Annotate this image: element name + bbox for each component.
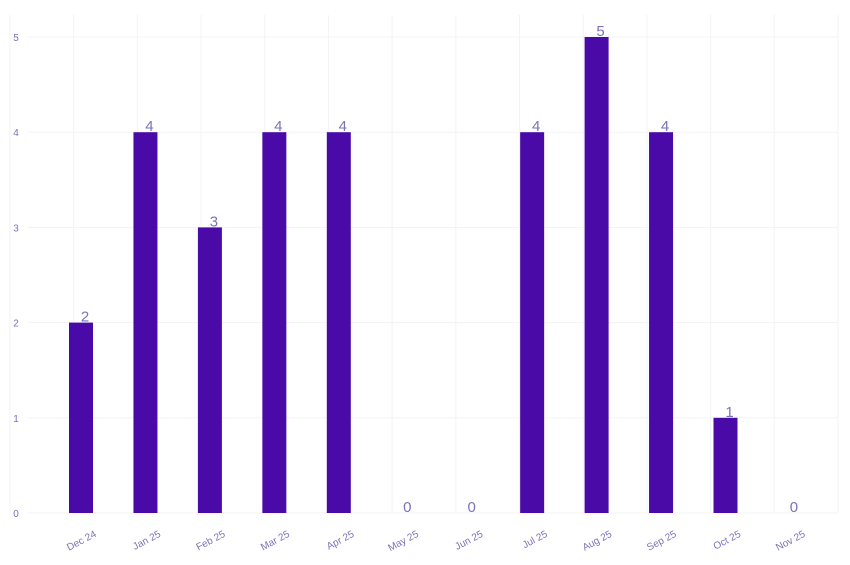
y-axis-ticks: 0 1 2 3 4 5 xyxy=(13,33,19,520)
x-tick-label: Oct 25 xyxy=(712,529,744,553)
bar xyxy=(326,132,351,513)
bar-value-label: 0 xyxy=(403,499,411,516)
x-tick-label: Apr 25 xyxy=(325,529,357,553)
grid-lines xyxy=(9,15,839,514)
bar xyxy=(713,417,738,513)
x-tick-label: Dec 24 xyxy=(65,529,99,554)
x-tick-label: Jul 25 xyxy=(521,529,550,551)
bar-value-label: 3 xyxy=(210,213,218,230)
x-tick-label: Mar 25 xyxy=(259,529,292,554)
bar-value-label: 5 xyxy=(596,23,604,40)
bar xyxy=(197,227,222,513)
bar-value-label: 4 xyxy=(339,118,347,135)
bar xyxy=(262,132,287,513)
x-tick-label: Nov 25 xyxy=(774,529,808,554)
bar-value-label: 1 xyxy=(725,404,733,421)
bar xyxy=(133,132,158,513)
x-axis-ticks: Dec 24 Jan 25 Feb 25 Mar 25 Apr 25 May 25 Jun … xyxy=(65,529,807,554)
data-labels: 2 4 3 4 4 0 0 4 5 4 1 0 xyxy=(81,23,798,516)
x-tick-label: Feb 25 xyxy=(195,529,228,554)
bars xyxy=(69,37,738,513)
y-tick-label: 3 xyxy=(13,223,19,234)
bar xyxy=(69,322,93,513)
bar xyxy=(520,132,545,513)
x-tick-label: May 25 xyxy=(387,529,422,554)
y-tick-label: 0 xyxy=(13,509,19,520)
bar-value-label: 2 xyxy=(81,309,89,326)
x-tick-label: Sep 25 xyxy=(645,529,679,554)
bar-value-label: 4 xyxy=(145,118,153,135)
y-tick-label: 5 xyxy=(13,33,19,44)
bar xyxy=(649,132,674,513)
x-tick-label: Jan 25 xyxy=(131,529,163,553)
y-tick-label: 4 xyxy=(13,128,19,139)
bar-value-label: 4 xyxy=(661,118,669,135)
bar-value-label: 4 xyxy=(532,118,540,135)
bar xyxy=(584,37,609,513)
x-tick-label: Jun 25 xyxy=(453,529,485,553)
bar-value-label: 0 xyxy=(790,499,798,516)
x-tick-label: Aug 25 xyxy=(581,529,615,554)
bar-value-label: 0 xyxy=(468,499,476,516)
y-tick-label: 1 xyxy=(13,414,19,425)
y-tick-label: 2 xyxy=(13,319,19,330)
bar-value-label: 4 xyxy=(274,118,282,135)
